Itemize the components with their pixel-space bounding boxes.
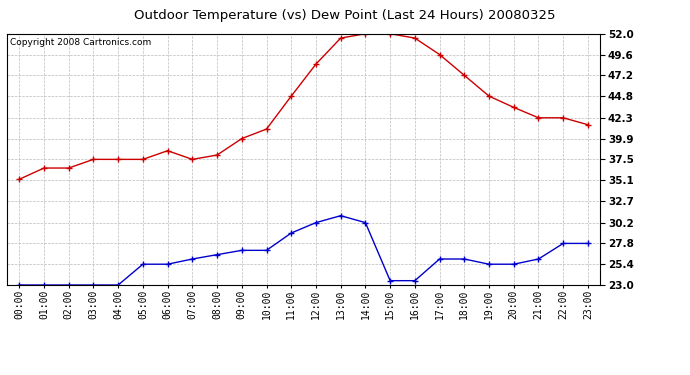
Text: Outdoor Temperature (vs) Dew Point (Last 24 Hours) 20080325: Outdoor Temperature (vs) Dew Point (Last…	[135, 9, 555, 22]
Text: Copyright 2008 Cartronics.com: Copyright 2008 Cartronics.com	[10, 38, 151, 46]
